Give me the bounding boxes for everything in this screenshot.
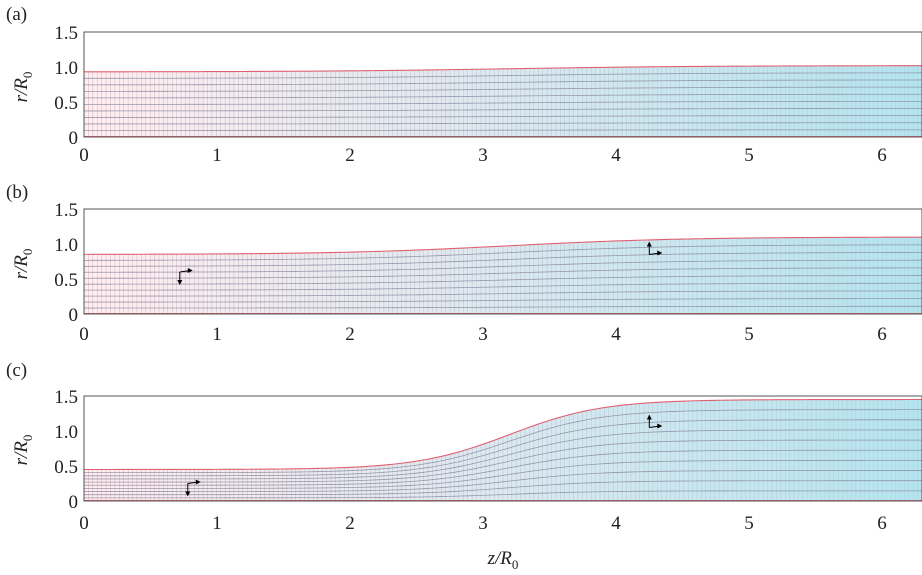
y-axis-label-c: r/R0 xyxy=(11,435,35,466)
free-surface-boundary xyxy=(84,398,922,471)
x-ticks-b: 0 1 2 3 4 5 6 xyxy=(79,324,887,345)
x-tick-label: 3 xyxy=(478,145,488,166)
y-tick-label: 0.5 xyxy=(54,93,78,114)
coordinate-arrows-icon xyxy=(185,479,201,497)
y-tick-label: 0 xyxy=(69,128,79,149)
coordinate-arrows-icon xyxy=(177,268,193,285)
y-tick-label: 1.5 xyxy=(54,23,78,44)
mesh-axial-line xyxy=(83,275,922,285)
panel-label-c: (c) xyxy=(6,360,27,381)
y-ticks-c: 1.5 1.0 0.5 0 xyxy=(54,387,78,513)
mesh-axial-line xyxy=(84,282,922,291)
panel-label-a: (a) xyxy=(6,4,27,25)
x-tick-label: 4 xyxy=(611,513,621,534)
y-tick-label: 0 xyxy=(69,492,79,513)
y-tick-label: 0.5 xyxy=(54,457,78,478)
x-tick-label: 4 xyxy=(611,324,621,345)
coordinate-arrows-icon xyxy=(646,241,663,256)
coordinate-arrows-icon xyxy=(646,414,663,429)
y-tick-label: 1.5 xyxy=(54,387,78,408)
mesh-axial-line xyxy=(84,79,922,86)
mesh-c xyxy=(83,398,922,501)
y-ticks-a: 1.5 1.0 0.5 0 xyxy=(54,23,78,149)
free-surface-boundary xyxy=(84,236,922,255)
x-tick-label: 0 xyxy=(79,513,89,534)
x-ticks-c: 0 1 2 3 4 5 6 xyxy=(79,513,887,534)
mesh-axial-line xyxy=(84,122,922,125)
y-tick-label: 0.5 xyxy=(54,270,78,291)
y-tick-label: 1.0 xyxy=(54,235,78,256)
y-tick-label: 1.0 xyxy=(54,422,78,443)
x-tick-label: 4 xyxy=(611,145,621,166)
y-tick-label: 1.5 xyxy=(54,200,78,221)
mesh-axial-line xyxy=(83,252,922,267)
mesh-b xyxy=(83,236,922,314)
mesh-axial-line xyxy=(83,244,922,261)
mesh-axial-line xyxy=(84,72,922,79)
x-tick-label: 5 xyxy=(744,145,754,166)
x-tick-label: 2 xyxy=(345,324,355,345)
x-tick-label: 2 xyxy=(345,145,355,166)
mesh-a xyxy=(83,65,922,137)
mesh-axial-line xyxy=(83,86,922,92)
mesh-axial-line xyxy=(84,490,922,499)
mesh-axial-line xyxy=(84,429,922,480)
x-tick-label: 5 xyxy=(744,324,754,345)
x-tick-label: 3 xyxy=(478,324,488,345)
x-tick-label: 6 xyxy=(877,324,887,345)
mesh-axial-line xyxy=(84,298,922,303)
mesh-axial-line xyxy=(84,480,922,496)
panel-a: (a) 1.5 1.0 0.5 0 0 1 2 3 4 5 6 r/R0 xyxy=(6,4,922,166)
y-axis-label-b: r/R0 xyxy=(11,249,35,280)
x-tick-label: 1 xyxy=(212,324,222,345)
x-tick-label: 1 xyxy=(212,145,222,166)
mesh-axial-line xyxy=(84,267,922,279)
mesh-axial-line xyxy=(84,449,922,486)
mesh-axial-line xyxy=(83,100,922,105)
mesh-axial-line xyxy=(83,259,922,273)
mesh-axial-line xyxy=(84,129,922,131)
mesh-axial-line xyxy=(84,460,922,489)
mesh-axial-line xyxy=(84,419,922,477)
axes-frame-c xyxy=(83,395,922,502)
y-tick-label: 1.0 xyxy=(54,58,78,79)
x-tick-label: 3 xyxy=(478,513,488,534)
y-ticks-b: 1.5 1.0 0.5 0 xyxy=(54,200,78,326)
panel-label-b: (b) xyxy=(6,182,28,203)
axes-frame-a xyxy=(83,31,922,138)
mesh-axial-line xyxy=(84,470,922,492)
y-axis-label-a: r/R0 xyxy=(11,72,35,103)
mesh-axial-line xyxy=(83,108,922,112)
mesh-axial-line xyxy=(84,290,922,297)
x-tick-label: 5 xyxy=(744,513,754,534)
x-tick-label: 6 xyxy=(877,513,887,534)
panel-c: (c) 1.5 1.0 0.5 0 0 1 2 3 4 5 6 r/R0 xyxy=(6,360,922,534)
y-tick-label: 0 xyxy=(69,305,79,326)
mesh-axial-line xyxy=(83,439,922,483)
x-tick-label: 0 xyxy=(79,324,89,345)
free-surface-boundary xyxy=(84,65,922,73)
x-tick-label: 1 xyxy=(212,513,222,534)
x-tick-label: 6 xyxy=(877,145,887,166)
x-tick-label: 2 xyxy=(345,513,355,534)
x-ticks-a: 0 1 2 3 4 5 6 xyxy=(79,145,887,166)
mesh-axial-line xyxy=(84,115,922,118)
x-tick-label: 0 xyxy=(79,145,89,166)
panel-b: (b) 1.5 1.0 0.5 0 0 1 2 3 4 5 6 r/R0 xyxy=(6,182,922,345)
mesh-axial-line xyxy=(84,409,922,474)
x-axis-label: z/R0 xyxy=(487,548,519,572)
axes-frame-b xyxy=(83,208,922,315)
mesh-axial-line xyxy=(84,305,922,309)
mesh-axial-line xyxy=(83,93,922,99)
